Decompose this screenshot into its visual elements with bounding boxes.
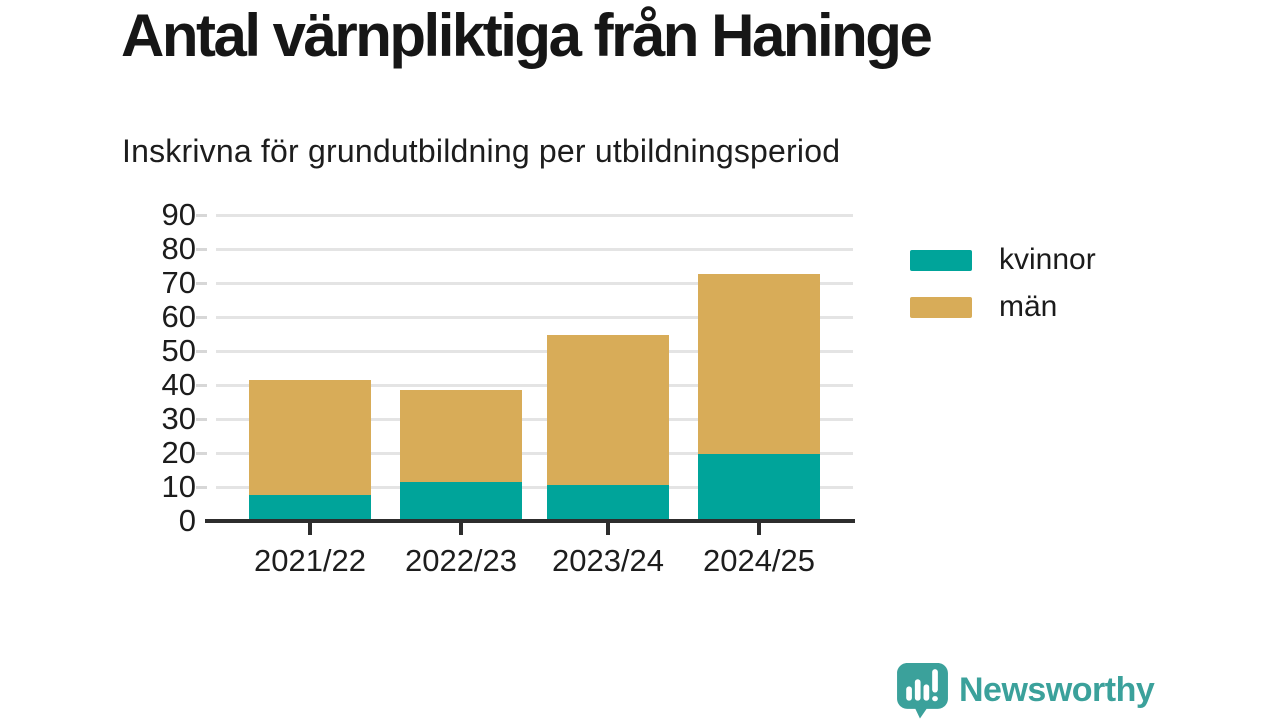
bar-segment-kvinnor-2023/24 (547, 485, 669, 519)
brand-name: Newsworthy (959, 671, 1155, 709)
bar-segment-män-2023/24 (547, 335, 669, 485)
y-axis-tick-label: 80 (161, 231, 196, 266)
legend-item-män: män (910, 292, 1096, 322)
x-axis-tick-2021/22 (308, 523, 312, 535)
x-axis-category-label: 2023/24 (551, 543, 665, 578)
y-axis-tick-20 (196, 451, 207, 455)
y-axis-tick-10 (196, 485, 207, 489)
y-axis-tick-30 (196, 417, 207, 421)
y-axis-tick-70 (196, 281, 207, 285)
x-axis-category-label: 2022/23 (404, 543, 518, 578)
legend-label: män (999, 290, 1058, 323)
plot-area: 0 10 20 30 40 50 60 70 80 90 2021/22 2022/23 2023/24… (162, 197, 855, 578)
gridline-40 (216, 383, 853, 387)
bar-segment-kvinnor-2022/23 (400, 481, 522, 519)
gridline-60 (216, 315, 853, 319)
x-axis-tick-2023/24 (606, 523, 610, 535)
brand-logo: Newsworthy (896, 662, 1155, 719)
y-axis-tick-60 (196, 315, 207, 319)
y-axis-tick-label: 40 (161, 367, 196, 402)
gridline-30 (216, 417, 853, 421)
bar-segment-män-2024/25 (698, 274, 820, 455)
bar-segment-kvinnor-2024/25 (698, 454, 820, 519)
y-axis-tick-40 (196, 383, 207, 387)
y-axis-tick-90 (196, 213, 207, 217)
x-axis-category-label: 2024/25 (702, 543, 816, 578)
bar-segment-män-2021/22 (249, 379, 371, 496)
gridline-50 (216, 349, 853, 353)
legend-label: kvinnor (999, 243, 1096, 276)
y-axis-tick-label: 90 (161, 197, 196, 232)
y-axis-tick-label: 30 (161, 401, 196, 436)
y-axis-tick-label: 20 (161, 435, 196, 470)
chart-subtitle: Inskrivna för grundutbildning per utbild… (122, 133, 841, 169)
y-axis-tick-label: 70 (161, 265, 196, 300)
gridline-80 (216, 247, 853, 251)
x-axis-tick-2022/23 (459, 523, 463, 535)
legend-swatch-män (910, 296, 972, 318)
newsworthy-logo-icon (897, 663, 948, 719)
y-axis-tick-50 (196, 349, 207, 353)
gridline-70 (216, 281, 853, 285)
gridline-90 (216, 213, 853, 217)
bar-segment-män-2022/23 (400, 389, 522, 482)
y-axis-tick-label: 60 (161, 299, 196, 334)
x-axis-tick-2024/25 (757, 523, 761, 535)
legend: kvinnor män (910, 245, 1096, 322)
gridline-10 (216, 485, 853, 489)
chart-title: Antal värnpliktiga från Haninge (121, 2, 933, 69)
y-axis-tick-label: 10 (161, 469, 196, 504)
bar-segment-kvinnor-2021/22 (249, 495, 371, 519)
legend-item-kvinnor: kvinnor (910, 245, 1096, 275)
x-axis-line (205, 519, 855, 523)
legend-swatch-kvinnor (910, 249, 972, 271)
y-axis-tick-label: 50 (161, 333, 196, 368)
gridline-20 (216, 451, 853, 455)
x-axis-category-label: 2021/22 (253, 543, 367, 578)
y-axis-tick-label: 0 (178, 503, 196, 538)
y-axis-tick-80 (196, 247, 207, 251)
